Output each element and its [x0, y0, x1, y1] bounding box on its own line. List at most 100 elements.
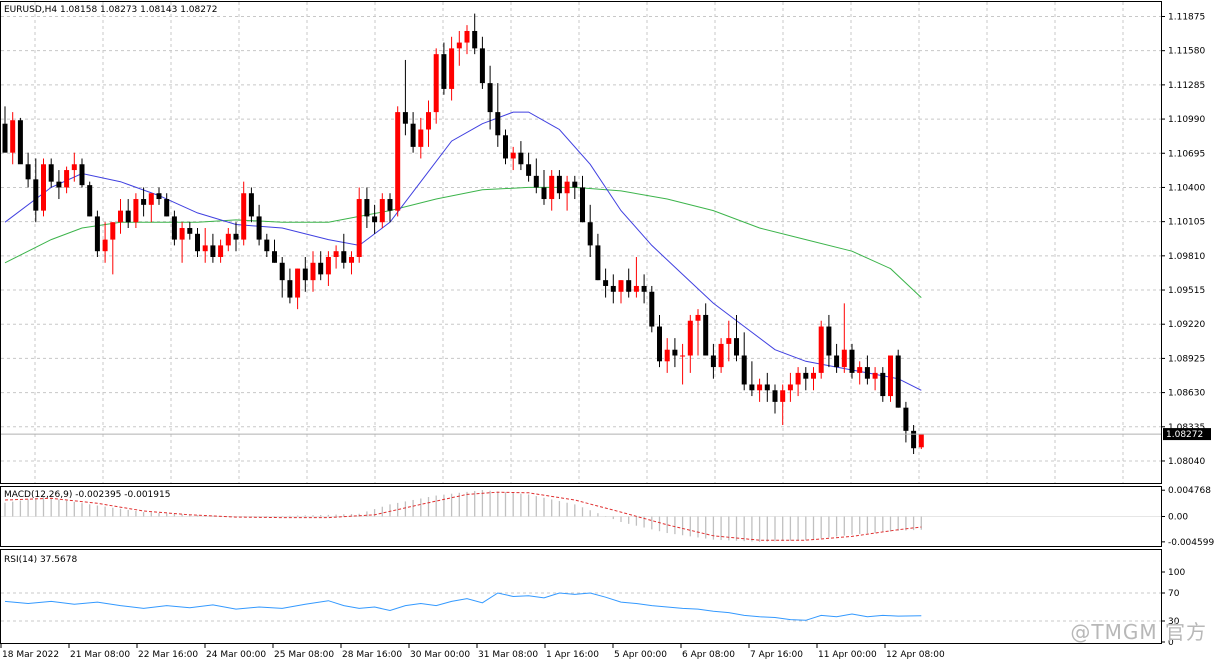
candle-body: [541, 187, 547, 200]
candle-body: [718, 343, 724, 368]
candle-body: [626, 280, 632, 292]
price-tick-label: 1.10990: [1168, 115, 1205, 125]
candle-body: [264, 239, 270, 252]
candle-body: [464, 30, 470, 43]
candle-body: [888, 355, 893, 397]
candle-body: [818, 326, 824, 373]
candle-body: [33, 179, 39, 211]
price-tick-label: 1.08925: [1168, 354, 1205, 364]
candle-body: [179, 228, 185, 240]
candle-body: [695, 314, 701, 321]
ma-fast-line: [4, 111, 922, 391]
candle-body: [333, 251, 339, 257]
candle-body: [125, 210, 131, 223]
candle-body: [587, 222, 593, 246]
time-tick-label: 22 Mar 16:00: [138, 650, 198, 660]
candle-body: [248, 193, 254, 217]
candle-body: [426, 112, 431, 130]
candle-body: [387, 199, 393, 211]
candle-body: [841, 349, 847, 368]
candle-body: [472, 30, 478, 49]
candle-body: [41, 164, 46, 211]
candle-body: [595, 245, 601, 281]
candle-body: [372, 216, 378, 223]
candle-body: [764, 384, 770, 391]
price-tick-label: 1.09515: [1168, 286, 1205, 296]
candle-body: [2, 123, 8, 153]
candle-body: [479, 48, 485, 84]
time-tick-label: 28 Mar 16:00: [342, 650, 402, 660]
candle-body: [911, 430, 917, 449]
macd-tick-label: -0.004599: [1168, 538, 1214, 548]
candle-body: [526, 164, 532, 176]
candle-body: [25, 164, 31, 180]
candle-body: [780, 390, 786, 402]
candle-body: [664, 349, 670, 362]
time-tick-label: 18 Mar 2022: [2, 650, 59, 660]
price-candles: [1, 13, 1161, 455]
macd-indicator: [1, 490, 1161, 542]
candle-body: [395, 112, 401, 211]
candle-body: [402, 112, 408, 124]
candle-body: [533, 175, 539, 188]
price-panel-frame: [0, 1, 1162, 484]
watermark: @TMGM 官方: [1070, 620, 1207, 644]
candle-body: [148, 193, 154, 205]
candle-body: [872, 372, 878, 379]
candle-body: [572, 181, 578, 188]
candle-body: [379, 199, 385, 223]
price-tick-label: 1.08630: [1168, 389, 1205, 399]
candle-body: [302, 268, 308, 281]
candle-body: [749, 384, 755, 391]
candle-body: [187, 228, 193, 234]
time-axis[interactable]: 18 Mar 2022 21 Mar 08:00 22 Mar 16:00 24 Ma…: [0, 644, 945, 660]
candle-body: [834, 355, 840, 368]
candle-body: [510, 152, 516, 159]
rsi-tick-label: 30: [1168, 617, 1180, 627]
candle-body: [218, 245, 224, 257]
candle-body: [564, 181, 570, 194]
candle-body: [680, 355, 686, 357]
candle-body: [210, 245, 216, 257]
price-axis[interactable]: 1.11875 1.11580 1.11285 1.10990 1.10695 1.104…: [1161, 12, 1214, 648]
candle-body: [795, 372, 801, 385]
candle-body: [310, 262, 316, 281]
candle-body: [295, 268, 301, 298]
candle-body: [241, 193, 247, 240]
candle-body: [811, 372, 816, 379]
candle-body: [826, 326, 832, 356]
candle-body: [449, 48, 455, 89]
time-tick-label: 6 Apr 08:00: [682, 650, 735, 660]
time-tick-label: 5 Apr 00:00: [614, 650, 667, 660]
macd-tick-label: 0.004768: [1168, 486, 1211, 496]
candle-body: [433, 54, 439, 113]
candle-body: [641, 285, 647, 292]
candle-body: [356, 199, 362, 257]
candle-body: [341, 251, 347, 263]
candle-body: [549, 175, 555, 200]
candle-body: [880, 372, 886, 397]
candle-body: [618, 280, 624, 292]
price-tick-label: 1.08335: [1168, 423, 1205, 433]
candle-body: [272, 251, 277, 263]
price-tick-label: 1.11285: [1168, 81, 1205, 91]
time-tick-label: 31 Mar 08:00: [478, 650, 538, 660]
macd-tick-label: 0.00: [1168, 513, 1188, 523]
candle-body: [895, 355, 901, 408]
candle-body: [503, 135, 508, 159]
time-tick-label: 24 Mar 00:00: [206, 650, 266, 660]
candle-body: [225, 233, 231, 246]
candle-body: [233, 233, 239, 240]
candle-body: [287, 280, 293, 298]
candle-body: [71, 164, 77, 171]
candle-body: [864, 367, 870, 379]
rsi-header: RSI(14) 37.5678: [4, 555, 77, 565]
candle-body: [580, 187, 585, 223]
candle-body: [803, 372, 809, 379]
candle-body: [17, 120, 23, 165]
candle-body: [156, 193, 162, 200]
moving-averages: [4, 111, 922, 391]
candle-body: [279, 262, 285, 281]
candle-body: [495, 112, 501, 136]
